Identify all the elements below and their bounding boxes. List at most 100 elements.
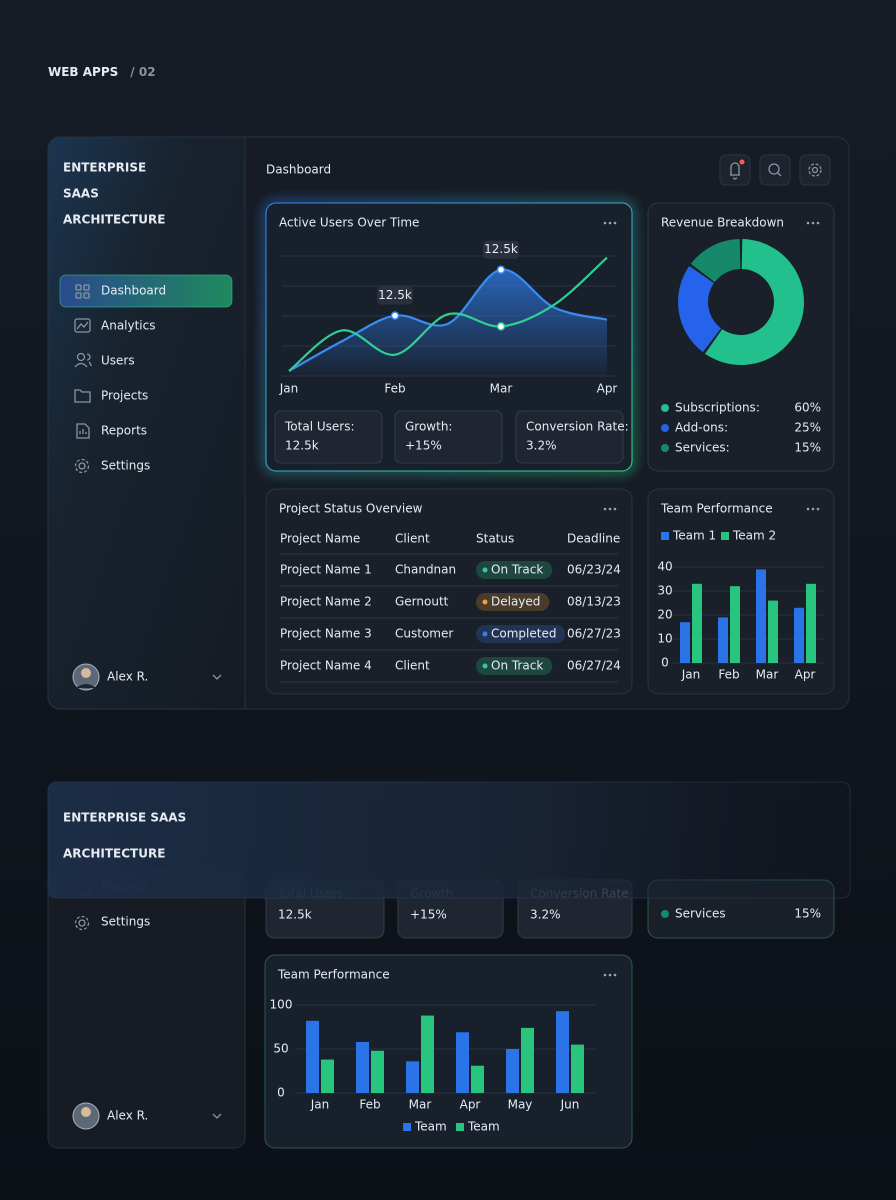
page-title: WEB APPS / 02 — [48, 65, 156, 79]
card-title: Team Performance — [660, 502, 773, 516]
bar — [521, 1027, 534, 1093]
pie-slice — [690, 239, 741, 283]
x-tick-label: Mar — [490, 382, 513, 396]
stat-box — [394, 410, 503, 464]
legend-dot — [661, 910, 669, 918]
point — [390, 311, 400, 320]
stat-label: Conversion Rate: — [526, 420, 629, 434]
chevron[interactable] — [212, 1113, 222, 1119]
column-header: Project Name — [280, 532, 360, 546]
avatar-face — [81, 1107, 91, 1117]
nav-icons — [74, 284, 92, 474]
nav-item[interactable]: Dashboard — [101, 284, 166, 298]
stat-value: +15% — [410, 908, 447, 922]
nav-item[interactable]: Users — [101, 354, 135, 368]
cell: 08/13/23 — [567, 595, 621, 609]
x-tick-label: Jan — [681, 668, 701, 682]
pie-slice — [677, 266, 722, 353]
bar — [794, 607, 804, 663]
stat-box — [274, 410, 383, 464]
x-tick-label: Jan — [310, 1098, 330, 1112]
legend-label: Team 2 — [732, 529, 776, 543]
cell: Client — [395, 659, 430, 673]
bar — [806, 583, 816, 663]
chevron[interactable] — [212, 674, 222, 680]
annotation: 12.5k — [484, 242, 518, 256]
y-tick-label: 50 — [273, 1042, 288, 1056]
banner-title: ENTERPRISE SAAS — [63, 811, 186, 825]
cell: Gernoutt — [395, 595, 449, 609]
legend-label: Team 1 — [672, 529, 716, 543]
banner-text: ENTERPRISE SAAS ARCHITECTURE — [63, 811, 186, 861]
settings-button[interactable] — [799, 154, 831, 186]
legend-label: Add-ons: — [675, 421, 728, 435]
bar — [718, 617, 728, 663]
x-tick-label: Apr — [597, 382, 618, 396]
bar — [356, 1041, 369, 1093]
nav-item[interactable]: Settings — [101, 459, 150, 473]
settings-icon — [74, 915, 90, 931]
status-text: On Track — [491, 659, 543, 673]
column-header: Client — [395, 532, 430, 546]
legend-label: Subscriptions: — [675, 401, 760, 415]
value-label: 15% — [794, 907, 821, 921]
notifications-button[interactable] — [719, 154, 751, 186]
card-title: Active Users Over Time — [279, 216, 419, 230]
status-badge — [476, 561, 553, 579]
bar — [506, 1049, 519, 1093]
avatar-face — [81, 668, 91, 678]
stat-label: Total Users: — [284, 420, 355, 434]
nav-item[interactable]: Settings — [101, 915, 150, 929]
y-tick-label: 30 — [657, 584, 672, 598]
stat-value: 3.2% — [530, 908, 561, 922]
x-tick-label: Jan — [279, 382, 299, 396]
value-label: 25% — [794, 421, 821, 435]
legend-dot — [661, 424, 669, 432]
status-badge — [476, 657, 553, 675]
x-tick-label: Jun — [560, 1098, 580, 1112]
bar — [680, 622, 690, 663]
title: WEB APPS — [48, 65, 118, 79]
x-tick-label: May — [508, 1098, 533, 1112]
banner — [47, 781, 851, 899]
cell: 06/27/23 — [567, 627, 621, 641]
title-suffix: / 02 — [130, 65, 155, 79]
bar — [692, 583, 702, 663]
card-title: Revenue Breakdown — [661, 216, 784, 230]
bar — [421, 1015, 434, 1093]
legend-dot — [661, 404, 669, 412]
stat-value: 12.5k — [285, 439, 319, 453]
gear-icon — [808, 163, 822, 177]
x-tick-label: Feb — [359, 1098, 380, 1112]
search-icon — [777, 172, 782, 177]
bar — [371, 1050, 384, 1093]
bell-icon — [730, 162, 740, 180]
bar — [768, 600, 778, 663]
legend-swatch — [721, 532, 729, 540]
status-text: Completed — [491, 627, 556, 641]
menu-dots[interactable] — [603, 973, 617, 977]
x-tick-label: Mar — [409, 1098, 432, 1112]
card-title: Team Performance — [277, 968, 390, 982]
bar — [571, 1044, 584, 1093]
gear-icon — [811, 166, 819, 174]
bar — [456, 1032, 469, 1093]
legend-label: Team — [467, 1120, 500, 1134]
stat-box — [515, 410, 624, 464]
cell: Customer — [395, 627, 453, 641]
brand: SAAS — [63, 187, 99, 201]
legend-swatch — [661, 532, 669, 540]
bar — [406, 1061, 419, 1093]
annotation-box — [483, 240, 519, 259]
nav-item[interactable]: Projects — [101, 389, 148, 403]
x-tick-label: Feb — [384, 382, 405, 396]
projects-card — [265, 488, 633, 695]
search-button[interactable] — [759, 154, 791, 186]
legend-swatch — [403, 1123, 411, 1131]
menu-dots[interactable] — [603, 221, 820, 511]
bar — [471, 1065, 484, 1093]
brand: ENTERPRISE — [63, 161, 146, 175]
nav-item[interactable]: Analytics — [101, 319, 156, 333]
nav-item[interactable]: Reports — [101, 424, 147, 438]
